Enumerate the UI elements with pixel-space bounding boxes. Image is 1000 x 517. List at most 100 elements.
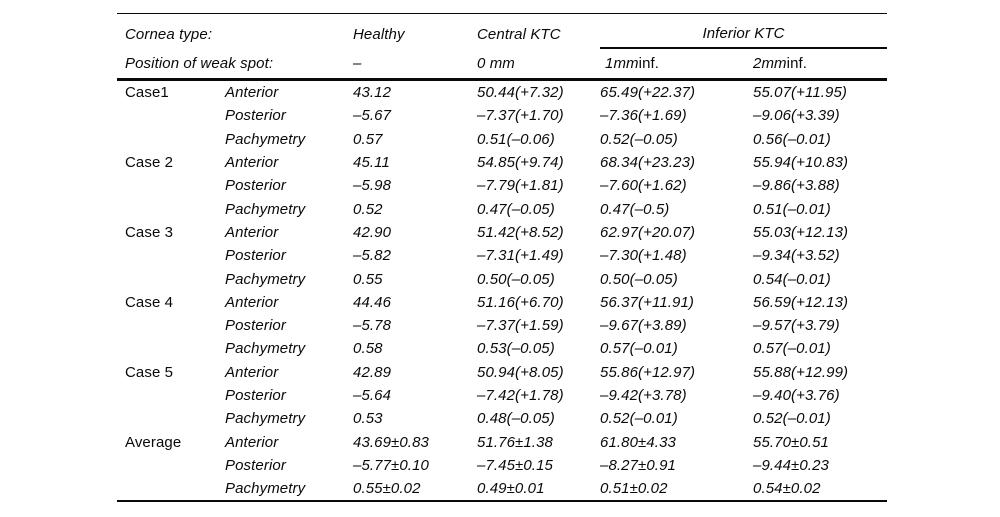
table-row: Posterior –5.78 –7.37(+1.59) –9.67(+3.89) –9… — [117, 314, 887, 337]
table-row: Pachymetry 0.57 0.51(–0.06) 0.52(–0.05) 0.56… — [117, 128, 887, 151]
table-row: Pachymetry 0.52 0.47(–0.05) 0.47(–0.5) 0.51(… — [117, 197, 887, 220]
metric-label: Anterior — [225, 223, 279, 241]
value-cell: –7.45±0.15 — [477, 456, 553, 474]
header-central-ktc: Central KTC — [477, 25, 561, 43]
value-cell: –7.37(+1.70) — [477, 107, 564, 125]
header-2mm-label: 2mm — [753, 55, 787, 72]
value-cell: 50.94(+8.05) — [477, 363, 564, 381]
metric-label: Posterior — [225, 387, 286, 404]
table-row: Pachymetry 0.55 0.50(–0.05) 0.50(–0.05) 0.54… — [117, 267, 887, 290]
case-label — [117, 454, 225, 477]
value-cell: –7.31(+1.49) — [477, 247, 564, 265]
table-header-row-2: Position of weak spot: – 0 mm 1mm inf. 2… — [117, 49, 887, 81]
case-label — [117, 128, 225, 151]
value-cell: 68.34(+23.23) — [600, 154, 696, 172]
case-label: Case 2 — [125, 154, 174, 172]
value-cell: 44.46 — [353, 293, 392, 311]
value-cell: 0.53(–0.05) — [477, 340, 555, 358]
metric-label: Anterior — [225, 433, 279, 451]
value-cell: 0.51(–0.01) — [753, 200, 831, 218]
value-cell: 0.52(–0.05) — [600, 130, 678, 148]
table-row: Pachymetry 0.53 0.48(–0.05) 0.52(–0.01) 0.52… — [117, 407, 887, 430]
value-cell: –9.40(+3.76) — [753, 387, 840, 404]
metric-label: Anterior — [225, 154, 279, 172]
value-cell: 51.42(+8.52) — [477, 223, 564, 241]
value-cell: 0.51±0.02 — [600, 480, 668, 498]
value-cell: –5.98 — [353, 177, 392, 195]
header-inferior-ktc: Inferior KTC — [600, 19, 887, 49]
value-cell: 0.58 — [353, 340, 383, 358]
value-cell: 55.94(+10.83) — [753, 154, 849, 172]
metric-label: Pachymetry — [225, 410, 306, 428]
case-label: Case 5 — [125, 363, 174, 381]
value-cell: –5.64 — [353, 387, 392, 404]
value-cell: 0.48(–0.05) — [477, 410, 555, 428]
table-row: Posterior –5.77±0.10 –7.45±0.15 –8.27±0.91 –… — [117, 454, 887, 477]
value-cell: 0.50(–0.05) — [477, 270, 555, 288]
table-row: Case1 Anterior 43.12 50.44(+7.32) 65.49(+22.… — [117, 81, 887, 104]
metric-label: Pachymetry — [225, 270, 306, 288]
case-label: Case 4 — [125, 293, 174, 311]
value-cell: –5.78 — [353, 317, 392, 335]
value-cell: 0.55±0.02 — [353, 480, 421, 498]
case-label — [117, 197, 225, 220]
header-cornea-type: Cornea type: — [125, 25, 213, 43]
case-label — [117, 384, 225, 407]
header-position-central: 0 mm — [477, 55, 515, 72]
value-cell: 55.86(+12.97) — [600, 363, 696, 381]
value-cell: 45.11 — [353, 154, 390, 172]
case-label — [117, 337, 225, 360]
table-row: Average Anterior 43.69±0.83 51.76±1.38 61.80… — [117, 430, 887, 453]
value-cell: –5.77±0.10 — [353, 456, 429, 474]
case-label — [117, 314, 225, 337]
value-cell: 61.80±4.33 — [600, 433, 676, 451]
value-cell: 50.44(+7.32) — [477, 84, 564, 102]
header-position-healthy: – — [353, 55, 362, 72]
header-position-2mm-inf: 2mm inf. — [753, 49, 887, 78]
value-cell: 54.85(+9.74) — [477, 154, 564, 172]
value-cell: 43.12 — [353, 84, 392, 102]
table-row: Posterior –5.67 –7.37(+1.70) –7.36(+1.69) –9… — [117, 104, 887, 127]
value-cell: 0.47(–0.05) — [477, 200, 555, 218]
value-cell: –9.06(+3.39) — [753, 107, 840, 125]
case-label — [117, 104, 225, 127]
value-cell: –9.57(+3.79) — [753, 317, 840, 335]
metric-label: Posterior — [225, 177, 286, 195]
case-label: Case 3 — [125, 223, 174, 241]
table-row: Posterior –5.82 –7.31(+1.49) –7.30(+1.48) –9… — [117, 244, 887, 267]
value-cell: 55.88(+12.99) — [753, 363, 849, 381]
header-healthy: Healthy — [353, 25, 405, 43]
case-label — [117, 407, 225, 430]
value-cell: –9.42(+3.78) — [600, 387, 687, 404]
header-1mm-inf-suffix: inf. — [638, 55, 660, 72]
value-cell: –9.34(+3.52) — [753, 247, 840, 265]
value-cell: –9.86(+3.88) — [753, 177, 840, 195]
value-cell: 56.37(+11.91) — [600, 293, 695, 311]
header-position-1mm-inf: 1mm inf. — [600, 49, 753, 78]
value-cell: –5.67 — [353, 107, 392, 125]
value-cell: 43.69±0.83 — [353, 433, 429, 451]
value-cell: 51.16(+6.70) — [477, 293, 564, 311]
header-1mm-label: 1mm — [605, 55, 639, 72]
table-header-row-1: Cornea type: Healthy Central KTC Inferio… — [117, 14, 887, 49]
table-row: Pachymetry 0.58 0.53(–0.05) 0.57(–0.01) 0.57… — [117, 337, 887, 360]
value-cell: 0.51(–0.06) — [477, 130, 555, 148]
metric-label: Posterior — [225, 317, 286, 335]
case-label — [117, 267, 225, 290]
metric-label: Anterior — [225, 293, 279, 311]
value-cell: 0.57(–0.01) — [753, 340, 831, 358]
value-cell: –7.37(+1.59) — [477, 317, 564, 335]
value-cell: 0.50(–0.05) — [600, 270, 678, 288]
value-cell: 0.54(–0.01) — [753, 270, 831, 288]
value-cell: 55.03(+12.13) — [753, 223, 849, 241]
case-label — [117, 244, 225, 267]
header-position-of-weak-spot: Position of weak spot: — [125, 55, 274, 72]
value-cell: 55.70±0.51 — [753, 433, 829, 451]
metric-label: Posterior — [225, 456, 286, 474]
value-cell: –5.82 — [353, 247, 392, 265]
value-cell: –8.27±0.91 — [600, 456, 676, 474]
value-cell: 0.52 — [353, 200, 383, 218]
value-cell: 0.47(–0.5) — [600, 200, 670, 218]
table-row: Case 5 Anterior 42.89 50.94(+8.05) 55.86(+12… — [117, 361, 887, 384]
metric-label: Posterior — [225, 107, 286, 125]
